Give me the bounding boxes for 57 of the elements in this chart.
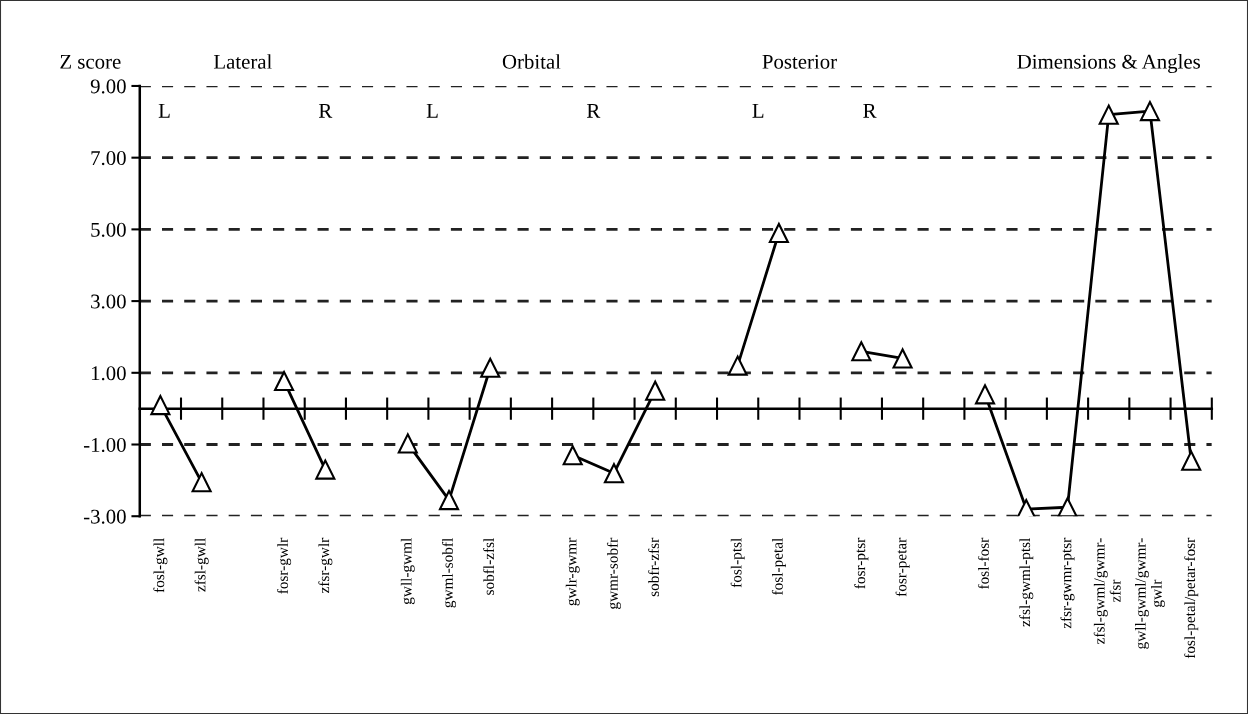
x-tick-label: fosl-petal/petar-fosr <box>1184 537 1199 659</box>
annotation: R <box>586 103 601 118</box>
x-tick-label: zfsl-gwml/gwmr- zfsr <box>1093 538 1121 644</box>
x-tick-label: fosl-fosr <box>977 537 989 590</box>
point <box>480 357 501 378</box>
x-tick-label: fosr-ptsr <box>854 537 869 589</box>
point <box>562 445 583 466</box>
point <box>1098 104 1119 125</box>
x-tick-label: fosr-petar <box>895 537 910 597</box>
point <box>645 380 666 401</box>
x-tick-label: fosr-gwlr <box>277 537 292 594</box>
y-tick-label: 9.00 <box>90 79 126 94</box>
x-tick-label: sobfr-zfsr <box>648 537 659 597</box>
x-tick-label: zfsl-gwll <box>194 538 209 592</box>
y-tick-label: 5.00 <box>91 222 126 237</box>
x-tick-label: zfsr-gwmr-ptsr <box>1060 537 1075 629</box>
y-tick-label: 3.00 <box>91 294 126 309</box>
x-tick-label: sobfl-zfsl <box>483 538 495 595</box>
x-tick-label: gwll-gwml/gwmr- gwlr <box>1135 538 1165 649</box>
x-tick-label: zfsl-gwml-ptsl <box>1019 538 1034 627</box>
annotation: R <box>318 103 333 118</box>
x-tick-label: zfsr-gwlr <box>318 537 333 594</box>
x-tick-label: fosl-gwll <box>153 538 168 593</box>
point <box>315 459 336 480</box>
point <box>274 370 295 392</box>
point <box>727 355 748 376</box>
point <box>150 395 171 416</box>
y-tick-label: 1.00 <box>91 366 126 381</box>
point <box>851 341 872 362</box>
text: Orbital <box>502 54 561 69</box>
x-tick-label: fosl-petal <box>771 538 786 595</box>
x-tick-label: gwmr-sobfr <box>606 537 621 609</box>
point <box>438 490 460 511</box>
text: Posterior <box>762 54 837 69</box>
annotation: L <box>158 103 170 118</box>
point <box>603 463 625 484</box>
x-tick-label: fosl-ptsl <box>730 538 745 588</box>
annotation: R <box>863 103 877 118</box>
x-tick-label: gwlr-gwmr <box>565 537 580 606</box>
point <box>1139 101 1161 122</box>
x-tick-label: gwml-sobfl <box>441 538 457 608</box>
y-tick-label: -1.00 <box>83 437 126 453</box>
y-tick-label: 7.00 <box>91 151 126 166</box>
point <box>1057 497 1078 517</box>
point <box>892 348 913 369</box>
annotation: L <box>752 103 764 118</box>
point <box>974 384 996 405</box>
point <box>1181 450 1202 471</box>
y-axis-title: Z score <box>60 54 121 69</box>
point <box>397 433 418 454</box>
text: Dimensions & Angles <box>1017 54 1200 74</box>
point <box>191 472 212 493</box>
text: Lateral <box>213 54 272 69</box>
point <box>768 222 789 244</box>
y-tick-label: -3.00 <box>83 509 126 524</box>
annotation: L <box>426 103 438 118</box>
x-tick-label: gwll-gwml <box>400 538 415 605</box>
